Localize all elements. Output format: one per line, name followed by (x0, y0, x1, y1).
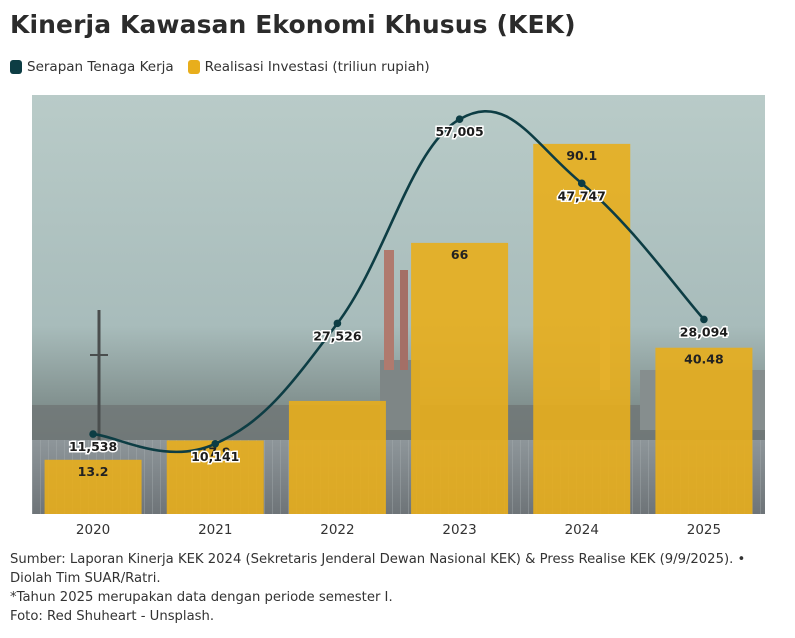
line-point-2025 (700, 315, 708, 324)
bar-2023 (411, 242, 509, 514)
legend-label-investment: Realisasi Investasi (triliun rupiah) (204, 59, 430, 75)
bar-label-2024: 90.1 (566, 148, 597, 163)
x-tick-2023: 2023 (442, 522, 476, 538)
x-axis: 2020 2021 2022 2023 2024 2025 (76, 522, 721, 538)
bar-2025 (655, 347, 753, 514)
line-label-2025: 28,094 (680, 324, 729, 339)
bar-label-2021: 17.9 (200, 444, 231, 459)
bar-series (44, 143, 753, 514)
x-tick-2025: 2025 (687, 522, 721, 538)
bar-label-2023: 66 (451, 247, 469, 262)
line-point-2022 (333, 319, 342, 328)
bar-2020 (44, 459, 142, 514)
bar-label-2020: 13.2 (78, 464, 109, 479)
chart-title: Kinerja Kawasan Ekonomi Khusus (KEK) (10, 10, 576, 39)
line-label-2021: 10,141 (191, 449, 239, 464)
legend-item-investment: Realisasi Investasi (triliun rupiah) (187, 59, 430, 75)
line-series (89, 110, 708, 454)
legend: Serapan Tenaga Kerja Realisasi Investasi… (10, 59, 444, 75)
x-tick-2020: 2020 (76, 522, 110, 538)
line-point-2020 (89, 430, 97, 438)
line-point-2023 (455, 115, 464, 124)
legend-item-workforce: Serapan Tenaga Kerja (10, 59, 174, 75)
x-tick-2024: 2024 (565, 522, 599, 538)
line-label-2023: 57,005 (435, 124, 483, 139)
legend-label-workforce: Serapan Tenaga Kerja (27, 59, 174, 75)
bar-2022 (288, 400, 386, 514)
period-note: *Tahun 2025 merupakan data dengan period… (10, 590, 393, 605)
bar-label-group: 13.2 17.9 66 90.1 40.48 (78, 148, 724, 479)
chart: 13.2 17.9 66 90.1 40.48 11,538 10,141 27,526 57… (32, 95, 765, 538)
bar-2024 (533, 143, 631, 514)
line-label-2022: 27,526 (313, 328, 362, 343)
line-label-group: 11,538 10,141 27,526 57,005 47,747 28,094 (67, 123, 729, 466)
line-point-2021 (211, 439, 220, 448)
x-tick-2021: 2021 (198, 522, 232, 538)
line-point-2024 (577, 179, 586, 188)
line-label-2024: 47,747 (558, 188, 606, 203)
source-note: Sumber: Laporan Kinerja KEK 2024 (Sekret… (10, 552, 746, 586)
line-label-2020: 11,538 (69, 439, 117, 454)
background-photo (32, 95, 765, 514)
legend-swatch-investment (187, 60, 200, 74)
photo-credit: Foto: Red Shuheart - Unsplash. (10, 609, 215, 624)
bar-label-2025: 40.48 (684, 352, 724, 367)
footer: Sumber: Laporan Kinerja KEK 2024 (Sekret… (10, 550, 785, 626)
x-tick-2022: 2022 (320, 522, 354, 538)
legend-swatch-workforce (10, 60, 22, 74)
